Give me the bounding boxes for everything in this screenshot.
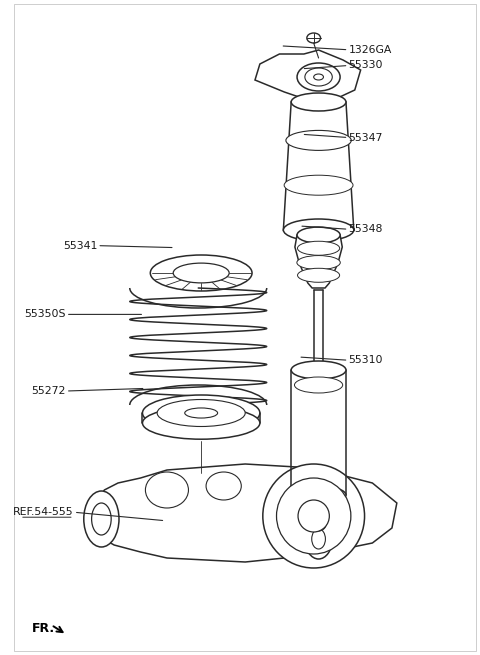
Ellipse shape (297, 63, 340, 91)
Ellipse shape (291, 361, 346, 379)
Text: 55310: 55310 (348, 355, 383, 365)
Ellipse shape (312, 529, 325, 549)
Text: 1326GA: 1326GA (348, 45, 392, 55)
Ellipse shape (307, 33, 321, 43)
Ellipse shape (305, 68, 332, 86)
Ellipse shape (291, 93, 346, 111)
Ellipse shape (303, 507, 334, 539)
Ellipse shape (173, 263, 229, 283)
Ellipse shape (311, 515, 326, 531)
Ellipse shape (298, 500, 329, 532)
Ellipse shape (92, 503, 111, 535)
Text: 55330: 55330 (348, 60, 383, 71)
Ellipse shape (294, 377, 343, 393)
Text: 55341: 55341 (63, 240, 97, 251)
Ellipse shape (263, 464, 364, 568)
Ellipse shape (150, 255, 252, 291)
Text: 55272: 55272 (32, 386, 66, 396)
Ellipse shape (305, 519, 332, 559)
Ellipse shape (145, 472, 189, 508)
Ellipse shape (286, 130, 351, 151)
Ellipse shape (284, 175, 353, 195)
Ellipse shape (298, 241, 340, 255)
Ellipse shape (297, 255, 340, 270)
Ellipse shape (291, 486, 346, 504)
Ellipse shape (283, 219, 354, 241)
Ellipse shape (276, 478, 351, 554)
Ellipse shape (314, 74, 324, 80)
Text: REF.54-555: REF.54-555 (13, 507, 74, 517)
Text: FR.: FR. (32, 622, 55, 635)
Ellipse shape (157, 400, 245, 426)
Ellipse shape (185, 408, 217, 418)
Text: 55350S: 55350S (24, 309, 66, 320)
Polygon shape (295, 235, 342, 288)
Text: 55347: 55347 (348, 132, 383, 143)
Ellipse shape (143, 407, 260, 440)
Ellipse shape (298, 269, 340, 282)
Polygon shape (92, 464, 397, 562)
Ellipse shape (297, 227, 340, 243)
Polygon shape (283, 102, 354, 230)
Ellipse shape (206, 472, 241, 500)
Polygon shape (255, 50, 360, 102)
Ellipse shape (143, 395, 260, 431)
Ellipse shape (84, 491, 119, 547)
Text: 55348: 55348 (348, 224, 383, 234)
